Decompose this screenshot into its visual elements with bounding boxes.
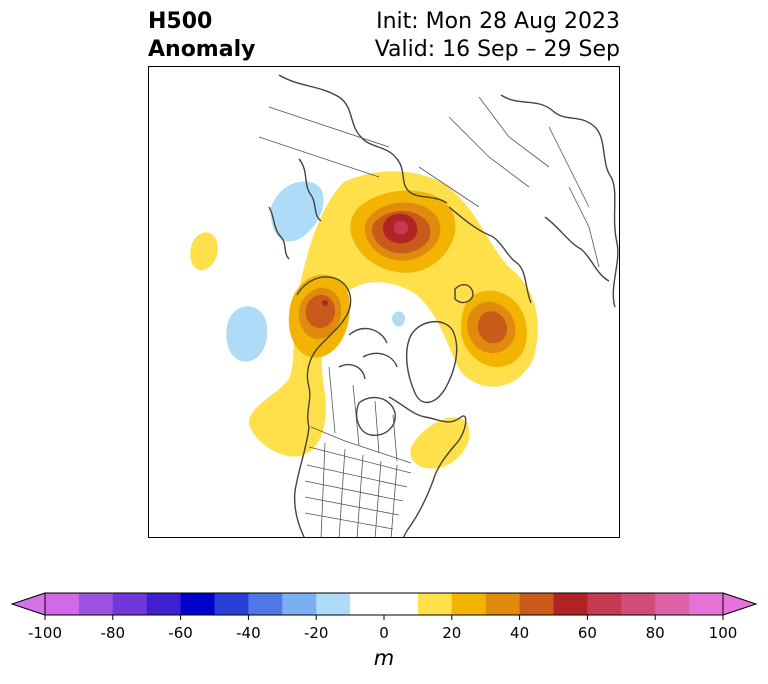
contour-minus10m-north-pacific [270, 181, 324, 242]
canadian-archipelago [338, 327, 398, 380]
colorbar-cell [350, 593, 419, 615]
field-type: Anomaly [148, 37, 256, 62]
coastline-layer [268, 74, 619, 537]
colorbar-cell [282, 593, 317, 615]
colorbar-extend-low [10, 592, 46, 616]
colorbar-tick-label: 100 [708, 624, 738, 642]
scandinavia-coast [448, 206, 532, 304]
colorbar-cell [112, 593, 148, 615]
colorbar-cell [180, 593, 215, 615]
valid-range: Valid: 16 Sep – 29 Sep [374, 37, 620, 62]
positive-anomaly-layer [190, 171, 538, 469]
contour-minus10m-arctic [391, 311, 405, 327]
alaska-coast [296, 276, 352, 428]
japan-coast [268, 206, 290, 260]
colorbar-cell [553, 593, 588, 615]
colorbar-cell [519, 593, 554, 615]
contour-10m-main [249, 171, 538, 457]
colorbar-ticks [44, 615, 724, 620]
colorbar-tick-label: 60 [577, 624, 597, 642]
colorbar-cell [451, 593, 487, 615]
colorbar-tick-label: 80 [645, 624, 665, 642]
contour-10m-west-pacific [190, 232, 218, 271]
us-state-borders [304, 442, 412, 537]
north-america-coast [293, 396, 467, 537]
colorbar-cell [146, 593, 182, 615]
hudson-bay-coast [355, 396, 396, 436]
colorbar-tick-label: -40 [236, 624, 261, 642]
svalbard-coast [454, 284, 474, 304]
colorbar-tick-label: 40 [510, 624, 530, 642]
colorbar-tick-label: -80 [100, 624, 126, 642]
negative-anomaly-layer [226, 181, 405, 362]
colorbar-cell [587, 593, 622, 615]
colorbar-cell [214, 593, 249, 615]
field-title: H500 Anomaly [148, 8, 255, 64]
colorbar-tick-label: 0 [379, 624, 389, 642]
anomaly-map [190, 74, 619, 537]
eurasia-borders [258, 96, 600, 268]
contour-minus10m-northeast-pacific [226, 306, 268, 362]
colorbar-unit: m [373, 646, 395, 670]
us-canada-border [310, 426, 412, 464]
greenland-coast [405, 321, 458, 403]
colorbar-tick-label: 20 [442, 624, 462, 642]
colorbar-cells [45, 593, 724, 615]
colorbar-tick-label: -60 [168, 624, 193, 642]
colorbar-tick-label: -100 [27, 624, 63, 642]
colorbar-cell [316, 593, 351, 615]
colorbar-cell [45, 593, 80, 615]
contour-40m-east [477, 311, 508, 344]
map-panel [148, 66, 620, 538]
colorbar [10, 592, 758, 620]
colorbar-tick-label: -20 [303, 624, 329, 642]
contour-50m-west [322, 300, 328, 306]
contour-10m-northeast-us [410, 417, 470, 469]
mediterranean-coast [544, 216, 610, 282]
colorbar-cell [655, 593, 690, 615]
contour-60m-north [393, 220, 409, 235]
colorbar-cell [689, 593, 724, 615]
state-border-layer [258, 96, 600, 537]
colorbar-cell [248, 593, 283, 615]
init-date: Init: Mon 28 Aug 2023 [376, 9, 620, 34]
asia-coast [278, 74, 448, 204]
colorbar-cell [621, 593, 656, 615]
field-name: H500 [148, 9, 213, 34]
colorbar-cell [417, 593, 453, 615]
date-info: Init: Mon 28 Aug 2023 Valid: 16 Sep – 29… [375, 8, 620, 64]
kamchatka-coast [298, 158, 322, 222]
colorbar-cell [485, 593, 521, 615]
colorbar-extend-high [722, 592, 758, 616]
colorbar-cell [78, 593, 114, 615]
province-borders [328, 366, 398, 462]
europe-coast [500, 94, 619, 308]
